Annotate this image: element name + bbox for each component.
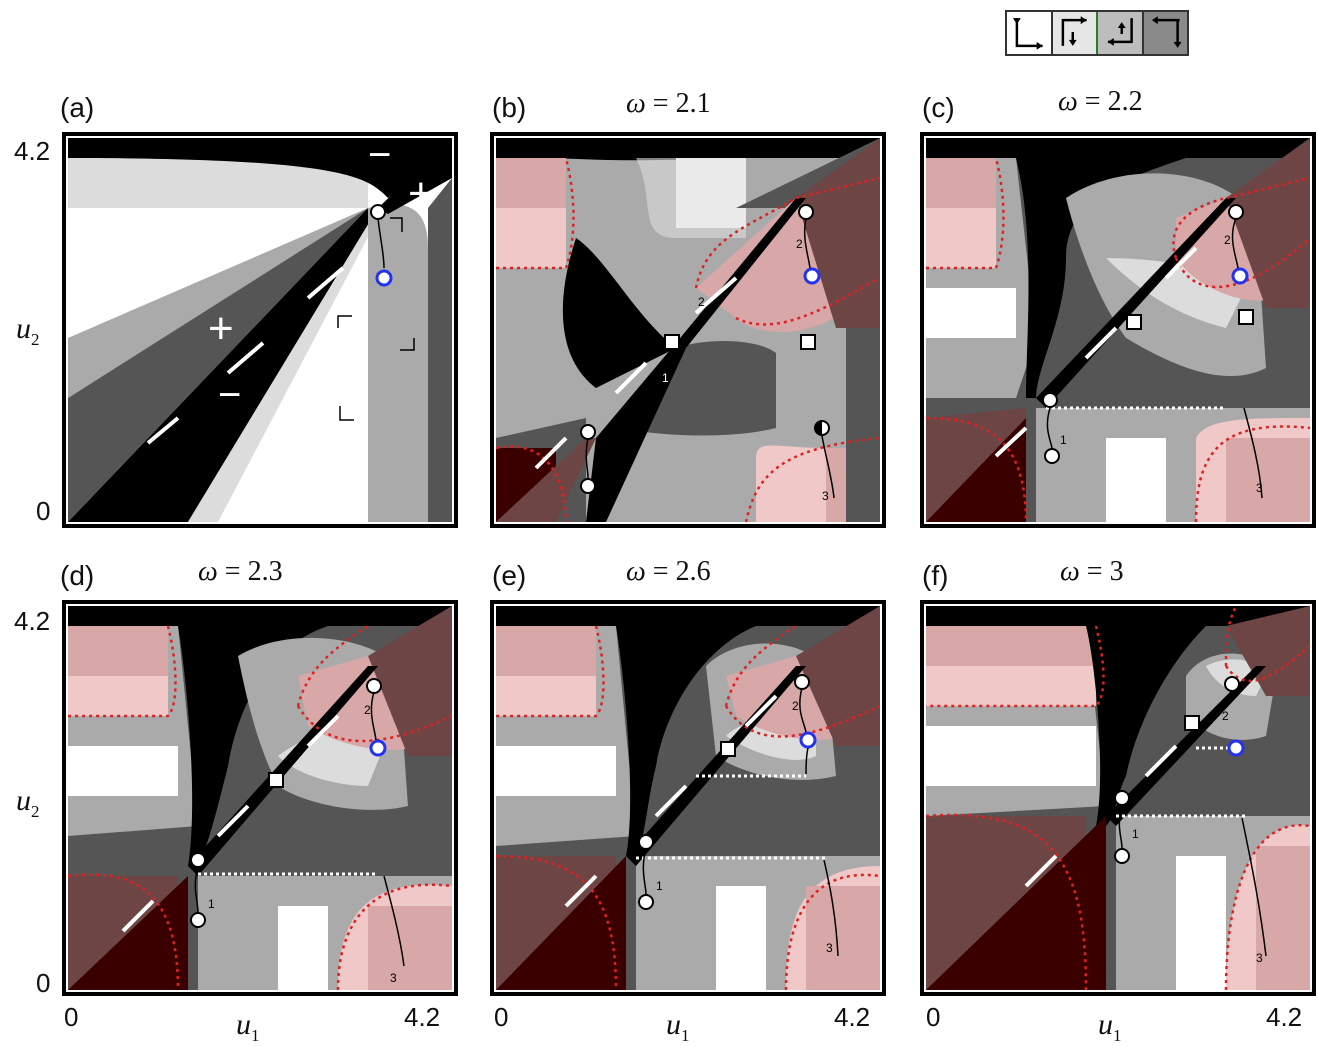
path-label-2: 2 [796,237,803,251]
path-label-2: 2 [364,703,371,717]
panel-c-omega: ω = 2.2 [1058,86,1143,117]
x-axis-label-e: u1 [666,1008,690,1045]
fixed-point-blue [375,269,393,287]
path-label-1: 1 [1060,433,1067,447]
arrow-right-down-icon [390,217,403,232]
panel-e-plot: 2 1 3 [496,606,880,990]
path-label-2: 2 [1222,709,1229,723]
y-axis-label-row1: u2 [16,312,40,349]
legend-cell-1 [1007,12,1051,54]
panel-a: − + + − [62,132,458,528]
path-label-2: 2 [792,699,799,713]
panel-d-plot: 2 1 3 [68,606,452,990]
panel-d-label: (d) [60,560,95,591]
path-label-2-dark: 2 [698,295,705,309]
legend-cell-4 [1141,12,1187,54]
panel-b-label: (b) [492,92,527,123]
region-white-lower [218,218,378,522]
arrow-right-left-down-icon [1061,16,1087,46]
path-label-1: 1 [1132,827,1139,841]
path-label-3: 3 [822,489,829,503]
panel-e: 2 1 3 [490,600,886,996]
panel-f: 2 1 3 [920,600,1316,996]
path-label-3: 3 [1256,481,1263,495]
x-tick-right-d: 4.2 [404,1002,441,1032]
arrow-left-up-right-icon [1107,18,1133,46]
flow-arrows-diagonal [146,266,345,445]
legend-strip [1005,10,1189,56]
panel-c-plot: 2 1 3 [926,138,1310,522]
y-tick-top-row2: 4.2 [14,606,51,636]
y-tick-bottom-row1: 0 [36,496,51,526]
fixed-point-white [370,204,386,220]
sign-minus-left: − [218,373,241,417]
arrow-left-down-icon [1151,16,1182,48]
arrow-down-left-icon [400,338,415,351]
path-label-1-white: 1 [662,371,669,385]
path-label-3: 3 [390,971,397,985]
path-label-1: 1 [596,453,603,467]
path-label-1: 1 [656,879,663,893]
x-tick-left-e: 0 [494,1002,509,1032]
region-light-top [68,158,368,208]
path-label-1: 1 [208,897,215,911]
legend-cell-2 [1050,12,1096,54]
x-axis-label-f: u1 [1098,1008,1122,1045]
panel-d: 2 1 3 [62,600,458,996]
panel-c: 2 1 3 [920,132,1316,528]
sign-plus-right: + [408,169,434,218]
y-tick-bottom-row2: 0 [36,968,51,998]
arrow-up-right-icon [337,315,352,328]
panel-a-label: (a) [60,92,95,123]
legend-cell-3 [1096,12,1142,54]
path-label-2: 2 [1224,233,1231,247]
panel-f-label: (f) [922,560,949,591]
x-tick-left-f: 0 [926,1002,941,1032]
sign-plus-left: + [208,304,234,353]
panel-e-label: (e) [492,560,527,591]
region-top-black [68,138,452,198]
path-label-3: 3 [826,941,833,955]
region-top-right-black [378,138,452,214]
region-right-column [368,204,428,522]
panel-d-omega: ω = 2.3 [198,556,283,587]
arrow-right-down-icon [1012,18,1043,50]
region-black-diagonal [68,208,378,522]
panel-b-omega: ω = 2.1 [626,88,711,119]
x-axis-label-d: u1 [236,1008,260,1045]
panel-f-plot: 2 1 3 [926,606,1310,990]
x-tick-left-d: 0 [64,1002,79,1032]
y-axis-label-row2: u2 [16,784,40,821]
panel-e-omega: ω = 2.6 [626,556,711,587]
region-right-dark [428,178,452,522]
panel-f-omega: ω = 3 [1060,556,1124,587]
panel-a-plot: − + + − [68,138,452,522]
sign-minus-top: − [368,138,391,177]
panel-c-label: (c) [922,92,955,123]
arrow-down-right-icon [339,406,354,421]
panel-b: 1 2 1 2 3 [490,132,886,528]
trajectory-a [377,217,385,269]
x-tick-right-f: 4.2 [1266,1002,1303,1032]
x-tick-right-e: 4.2 [834,1002,871,1032]
y-tick-top-row1: 4.2 [14,136,51,166]
path-label-3: 3 [1256,951,1263,965]
panel-b-plot: 1 2 1 2 3 [496,138,880,522]
